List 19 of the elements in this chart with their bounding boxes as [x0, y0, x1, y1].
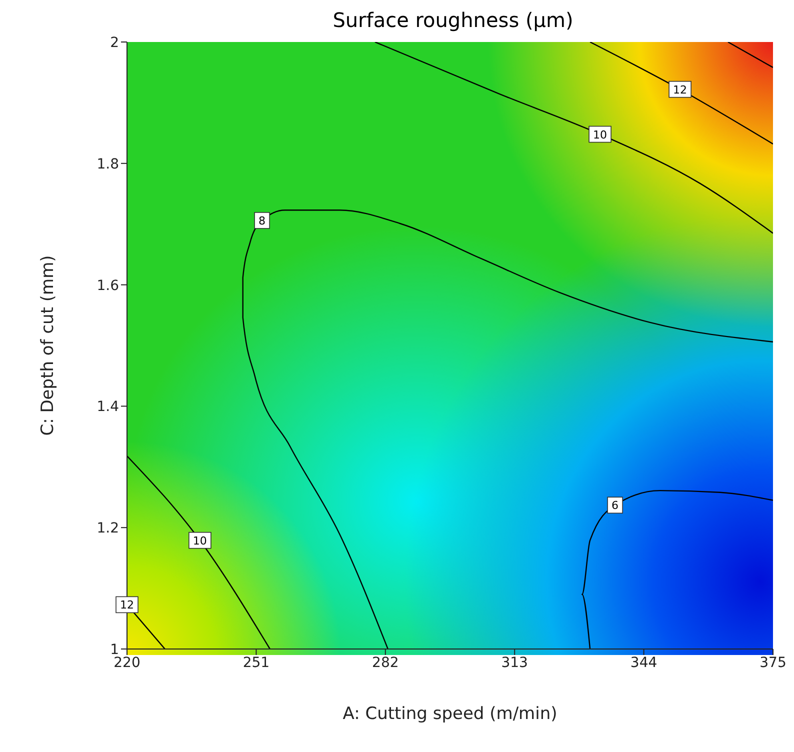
y-tick-label: 1.4	[96, 399, 120, 416]
y-tick-label: 1.2	[96, 520, 119, 537]
series-label: 10	[192, 534, 207, 548]
series-label: 12	[673, 83, 688, 96]
y-tick-label: 2	[110, 34, 119, 51]
x-tick-label: 375	[760, 654, 786, 671]
y-tick-label: 1.8	[96, 156, 119, 172]
x-tick-label: 251	[242, 654, 270, 671]
y-axis-title: C: Depth of cut (mm)	[38, 255, 58, 436]
x-axis-title: A: Cutting speed (m/min)	[342, 704, 558, 724]
series-label: 6	[612, 499, 619, 512]
series-label: 10	[593, 128, 608, 142]
series-label: 8	[258, 214, 266, 228]
y-tick-label: 1.6	[96, 278, 120, 294]
x-tick-label: 344	[630, 654, 658, 671]
series-label: 12	[120, 598, 134, 612]
chart-title: Surface roughness (µm)	[332, 8, 574, 32]
x-tick-label: 313	[501, 654, 528, 671]
x-tick-label: 282	[372, 654, 399, 671]
